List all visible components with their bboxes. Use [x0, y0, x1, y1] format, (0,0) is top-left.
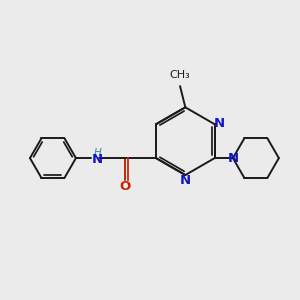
Text: H: H: [93, 148, 101, 158]
Text: N: N: [92, 153, 103, 166]
Text: O: O: [119, 180, 131, 193]
Text: N: N: [180, 174, 191, 187]
Text: CH₃: CH₃: [170, 70, 190, 80]
Text: N: N: [227, 152, 239, 165]
Text: N: N: [214, 117, 225, 130]
